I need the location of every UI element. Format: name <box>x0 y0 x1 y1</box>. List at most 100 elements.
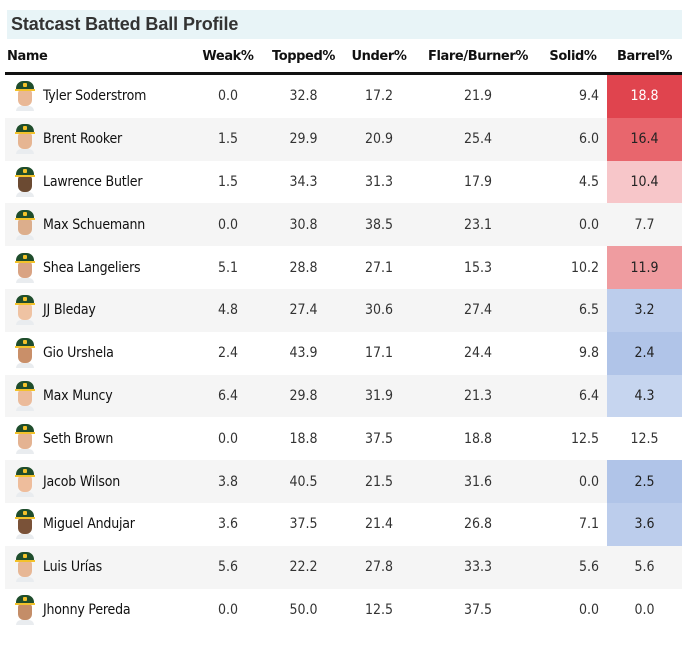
face-icon <box>18 261 32 278</box>
under-pct-cell: 38.5 <box>341 203 417 247</box>
topped-pct-cell: 32.8 <box>289 88 318 105</box>
table-row[interactable]: Jacob Wilson 3.8 40.5 21.5 31.6 0.0 2.5 <box>5 460 682 503</box>
player-cell[interactable]: Brent Rooker <box>5 117 190 161</box>
cap-icon <box>16 466 34 476</box>
face-icon <box>18 175 32 192</box>
player-cell[interactable]: Jhonny Pereda <box>5 589 190 632</box>
solid-pct-cell: 0.0 <box>539 203 607 247</box>
table-row[interactable]: Seth Brown 0.0 18.8 37.5 18.8 12.5 12.5 <box>5 417 682 460</box>
column-header-weak[interactable]: Weak% <box>190 40 266 75</box>
table-row[interactable]: Miguel Andujar 3.6 37.5 21.4 26.8 7.1 3.6 <box>5 502 682 546</box>
column-header-topped[interactable]: Topped% <box>266 40 341 75</box>
player-name[interactable]: Max Muncy <box>43 387 113 404</box>
player-headshot-avatar <box>14 252 36 283</box>
player-name[interactable]: Jacob Wilson <box>43 473 121 490</box>
table-row[interactable]: Luis Urías 5.6 22.2 27.8 33.3 5.6 5.6 <box>5 545 682 589</box>
barrel-pct-cell: 0.0 <box>634 601 655 618</box>
topped-pct-cell: 43.9 <box>289 345 318 362</box>
face-icon <box>18 389 32 406</box>
face-icon <box>18 518 32 535</box>
table-row[interactable]: Tyler Soderstrom 0.0 32.8 17.2 21.9 9.4 18.8 <box>5 73 682 118</box>
table-row[interactable]: Max Muncy 6.4 29.8 31.9 21.3 6.4 4.3 <box>5 374 682 418</box>
player-cell[interactable]: Luis Urías <box>5 545 190 589</box>
player-name[interactable]: Seth Brown <box>43 430 114 447</box>
solid-pct-cell: 5.6 <box>539 545 607 589</box>
weak-pct-cell: 3.6 <box>217 516 239 533</box>
barrel-pct-cell: 3.6 <box>607 502 682 546</box>
solid-pct-cell: 6.5 <box>539 288 607 332</box>
player-cell[interactable]: Miguel Andujar <box>5 503 190 546</box>
player-cell[interactable]: Max Muncy <box>5 374 190 418</box>
flare-burner-pct-cell: 24.4 <box>463 345 493 362</box>
player-cell[interactable]: Jacob Wilson <box>5 460 190 503</box>
weak-pct-cell: 0.0 <box>217 88 239 105</box>
column-header-barrel[interactable]: Barrel% <box>607 40 682 75</box>
weak-pct-cell: 3.8 <box>190 460 266 503</box>
cap-brim-icon <box>15 388 35 391</box>
solid-pct-cell: 6.4 <box>539 374 607 418</box>
topped-pct-cell: 37.5 <box>289 516 318 533</box>
cap-brim-icon <box>15 474 35 477</box>
face-icon <box>18 218 32 235</box>
player-name[interactable]: JJ Bleday <box>43 302 96 319</box>
face-icon <box>18 432 32 449</box>
solid-pct-cell: 0.0 <box>578 601 599 618</box>
player-name[interactable]: Brent Rooker <box>43 131 123 148</box>
face-icon <box>18 475 32 492</box>
player-headshot-avatar <box>14 552 36 583</box>
cap-icon <box>16 124 34 134</box>
barrel-pct-cell: 2.5 <box>607 460 682 503</box>
face-icon <box>18 133 32 150</box>
cap-brim-icon <box>15 602 35 605</box>
cap-brim-icon <box>15 132 35 135</box>
table-row[interactable]: Gio Urshela 2.4 43.9 17.1 24.4 9.8 2.4 <box>5 331 682 375</box>
column-header-flare-burner[interactable]: Flare/Burner% <box>417 40 539 75</box>
player-cell[interactable]: Tyler Soderstrom <box>5 74 190 118</box>
player-name[interactable]: Max Schuemann <box>43 216 146 233</box>
player-cell[interactable]: JJ Bleday <box>5 288 190 332</box>
player-name[interactable]: Jhonny Pereda <box>43 601 131 618</box>
barrel-pct-cell: 16.4 <box>607 117 682 161</box>
header-row: Name Weak% Topped% Under% Flare/Burner% … <box>5 40 682 75</box>
jersey-icon <box>16 534 34 540</box>
table-row[interactable]: JJ Bleday 4.8 27.4 30.6 27.4 6.5 3.2 <box>5 288 682 332</box>
player-cell[interactable]: Seth Brown <box>5 417 190 460</box>
solid-pct-cell: 10.2 <box>570 259 599 276</box>
player-name[interactable]: Lawrence Butler <box>43 173 143 190</box>
table-row[interactable]: Jhonny Pereda 0.0 50.0 12.5 37.5 0.0 0.0 <box>5 589 682 632</box>
under-pct-cell: 30.6 <box>341 288 417 332</box>
cap-icon <box>16 209 34 219</box>
player-name[interactable]: Tyler Soderstrom <box>43 88 147 105</box>
player-name[interactable]: Shea Langeliers <box>43 259 141 276</box>
face-icon <box>18 90 32 107</box>
flare-burner-pct-cell: 18.8 <box>463 430 493 447</box>
table-row[interactable]: Brent Rooker 1.5 29.9 20.9 25.4 6.0 16.4 <box>5 117 682 161</box>
player-cell[interactable]: Gio Urshela <box>5 332 190 375</box>
flare-burner-pct-cell: 21.9 <box>463 88 493 105</box>
jersey-icon <box>16 149 34 155</box>
table-row[interactable]: Max Schuemann 0.0 30.8 38.5 23.1 0.0 7.7 <box>5 203 682 247</box>
under-pct-cell: 17.1 <box>364 345 394 362</box>
player-name[interactable]: Gio Urshela <box>43 345 114 362</box>
cap-icon <box>16 380 34 390</box>
player-cell[interactable]: Shea Langeliers <box>5 246 190 289</box>
face-icon <box>18 603 32 620</box>
jersey-icon <box>16 106 34 112</box>
column-header-under[interactable]: Under% <box>341 40 417 75</box>
player-cell[interactable]: Max Schuemann <box>5 203 190 247</box>
under-pct-cell: 31.3 <box>364 173 394 190</box>
player-name[interactable]: Luis Urías <box>43 559 102 576</box>
column-header-solid[interactable]: Solid% <box>539 40 607 75</box>
weak-pct-cell: 1.5 <box>190 117 266 161</box>
under-pct-cell: 27.8 <box>341 545 417 589</box>
solid-pct-cell: 4.5 <box>578 173 599 190</box>
column-header-name[interactable]: Name <box>5 40 190 75</box>
player-cell[interactable]: Lawrence Butler <box>5 161 190 204</box>
table-row[interactable]: Shea Langeliers 5.1 28.8 27.1 15.3 10.2 11.9 <box>5 246 682 289</box>
table-row[interactable]: Lawrence Butler 1.5 34.3 31.3 17.9 4.5 10.4 <box>5 160 682 204</box>
player-name[interactable]: Miguel Andujar <box>43 516 135 533</box>
under-pct-cell: 17.2 <box>364 88 394 105</box>
weak-pct-cell: 1.5 <box>217 173 239 190</box>
cap-icon <box>16 509 34 519</box>
cap-icon <box>16 552 34 562</box>
